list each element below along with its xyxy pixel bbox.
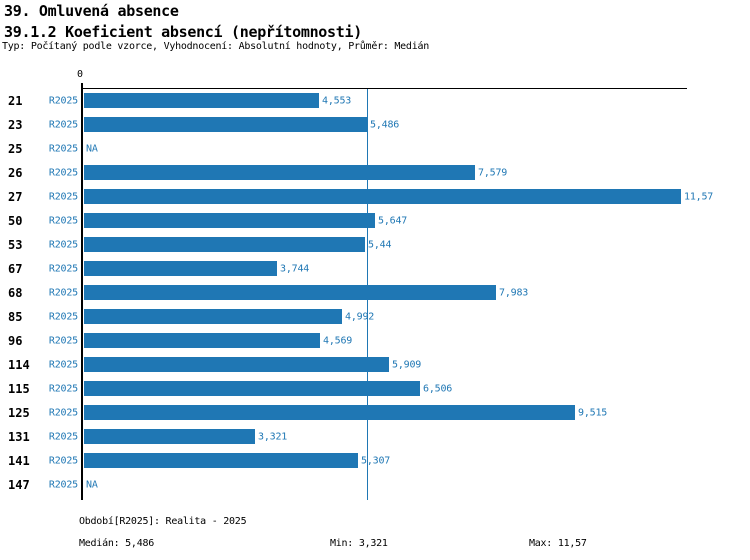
row-category-label: 26 xyxy=(8,166,23,180)
row-category-label: 115 xyxy=(8,382,30,396)
row-series-label: R2025 xyxy=(48,191,78,203)
row-category-label: 53 xyxy=(8,238,23,252)
bar-value-label: 11,57 xyxy=(684,191,714,203)
bar-value-label: 9,515 xyxy=(578,407,608,419)
chart-rows: 21 R2025 4,553 23 R2025 5,486 25 R2025 NA 26 R2025… xyxy=(0,89,750,497)
bar xyxy=(84,237,365,252)
x-axis-line xyxy=(82,88,687,89)
chart-subtitle: Typ: Počítaný podle vzorce, Vyhodnocení:… xyxy=(2,41,430,52)
bar xyxy=(84,309,342,324)
bar-na-label: NA xyxy=(86,143,98,155)
row-series-label: R2025 xyxy=(48,311,78,323)
row-category-label: 25 xyxy=(8,142,23,156)
chart-row: 68 R2025 7,983 xyxy=(0,281,750,305)
row-category-label: 96 xyxy=(8,334,23,348)
chart-row: 114 R2025 5,909 xyxy=(0,353,750,377)
y-axis-line xyxy=(81,83,83,500)
bar-value-label: 5,486 xyxy=(370,119,400,131)
chart-row: 23 R2025 5,486 xyxy=(0,113,750,137)
row-category-label: 21 xyxy=(8,94,23,108)
chart-row: 53 R2025 5,44 xyxy=(0,233,750,257)
row-series-label: R2025 xyxy=(48,119,78,131)
bar xyxy=(84,189,681,204)
row-series-label: R2025 xyxy=(48,95,78,107)
row-series-label: R2025 xyxy=(48,383,78,395)
row-category-label: 67 xyxy=(8,262,23,276)
bar xyxy=(84,405,575,420)
row-series-label: R2025 xyxy=(48,335,78,347)
row-category-label: 141 xyxy=(8,454,30,468)
row-series-label: R2025 xyxy=(48,143,78,155)
chart-row: 27 R2025 11,57 xyxy=(0,185,750,209)
chart-row: 125 R2025 9,515 xyxy=(0,401,750,425)
row-category-label: 68 xyxy=(8,286,23,300)
row-series-label: R2025 xyxy=(48,239,78,251)
row-series-label: R2025 xyxy=(48,455,78,467)
chart-row: 67 R2025 3,744 xyxy=(0,257,750,281)
row-series-label: R2025 xyxy=(48,359,78,371)
bar xyxy=(84,453,358,468)
bar-value-label: 4,569 xyxy=(323,335,353,347)
chart-row: 147 R2025 NA xyxy=(0,473,750,497)
row-category-label: 23 xyxy=(8,118,23,132)
bar xyxy=(84,213,375,228)
chart-row: 115 R2025 6,506 xyxy=(0,377,750,401)
footer-max: Max: 11,57 xyxy=(529,538,587,549)
chart-row: 96 R2025 4,569 xyxy=(0,329,750,353)
chart-row: 25 R2025 NA xyxy=(0,137,750,161)
bar-value-label: 3,744 xyxy=(280,263,310,275)
row-category-label: 125 xyxy=(8,406,30,420)
chart-row: 85 R2025 4,992 xyxy=(0,305,750,329)
bar-value-label: 6,506 xyxy=(423,383,453,395)
bar-value-label: 4,992 xyxy=(345,311,375,323)
chart-row: 141 R2025 5,307 xyxy=(0,449,750,473)
bar xyxy=(84,357,389,372)
chart-row: 21 R2025 4,553 xyxy=(0,89,750,113)
row-series-label: R2025 xyxy=(48,407,78,419)
x-axis-zero-tick-label: 0 xyxy=(77,69,84,80)
bar xyxy=(84,381,420,396)
footer-min: Min: 3,321 xyxy=(330,538,388,549)
row-series-label: R2025 xyxy=(48,263,78,275)
row-category-label: 50 xyxy=(8,214,23,228)
row-series-label: R2025 xyxy=(48,167,78,179)
bar-value-label: 5,909 xyxy=(392,359,422,371)
bar-value-label: 3,321 xyxy=(258,431,288,443)
bar-value-label: 4,553 xyxy=(322,95,352,107)
chart-row: 26 R2025 7,579 xyxy=(0,161,750,185)
bar xyxy=(84,429,255,444)
bar-value-label: 7,983 xyxy=(499,287,529,299)
bar xyxy=(84,93,319,108)
chart-title: 39.1.2 Koeficient absencí (nepřítomnosti… xyxy=(4,23,362,41)
row-series-label: R2025 xyxy=(48,287,78,299)
bar xyxy=(84,117,367,132)
chart-row: 50 R2025 5,647 xyxy=(0,209,750,233)
bar xyxy=(84,261,277,276)
bar-value-label: 5,44 xyxy=(368,239,392,251)
bar xyxy=(84,333,320,348)
row-category-label: 131 xyxy=(8,430,30,444)
bar xyxy=(84,285,496,300)
row-category-label: 85 xyxy=(8,310,23,324)
row-series-label: R2025 xyxy=(48,479,78,491)
bar xyxy=(84,165,475,180)
chart-row: 131 R2025 3,321 xyxy=(0,425,750,449)
report-title: 39. Omluvená absence xyxy=(4,2,179,20)
row-series-label: R2025 xyxy=(48,215,78,227)
bar-na-label: NA xyxy=(86,479,98,491)
footer-median: Medián: 5,486 xyxy=(79,538,155,549)
footer-period: Období[R2025]: Realita - 2025 xyxy=(79,516,247,527)
bar-value-label: 5,307 xyxy=(361,455,391,467)
row-series-label: R2025 xyxy=(48,431,78,443)
row-category-label: 27 xyxy=(8,190,23,204)
row-category-label: 114 xyxy=(8,358,30,372)
row-category-label: 147 xyxy=(8,478,30,492)
bar-value-label: 7,579 xyxy=(478,167,508,179)
bar-value-label: 5,647 xyxy=(378,215,408,227)
